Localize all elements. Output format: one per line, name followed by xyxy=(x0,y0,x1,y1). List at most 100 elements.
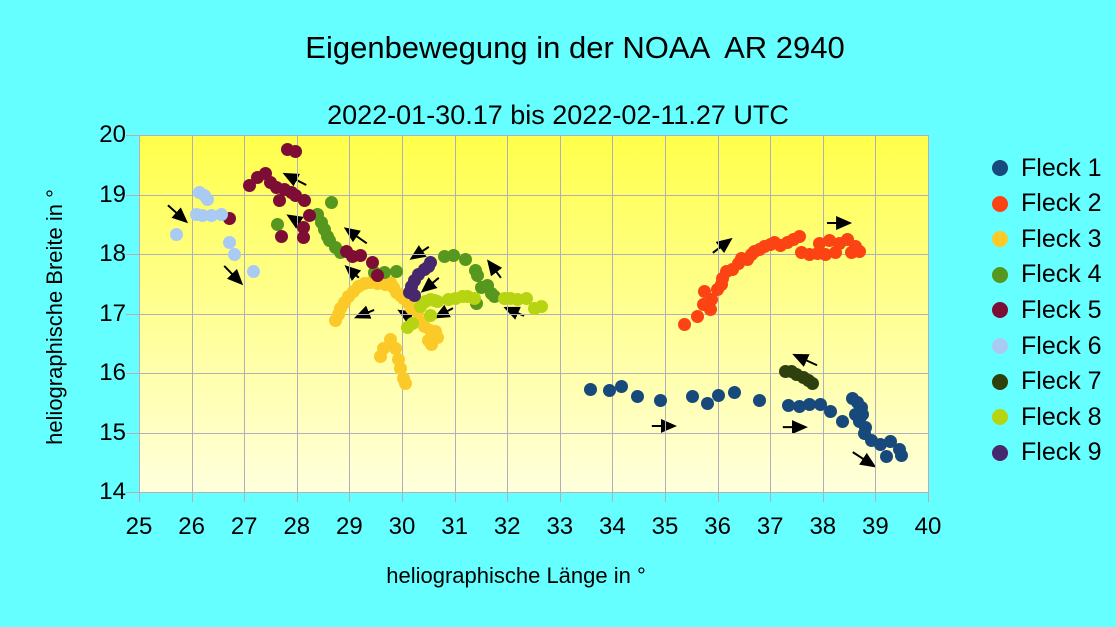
data-point-fleck-5 xyxy=(296,220,310,234)
y-tick-label: 14 xyxy=(99,478,126,505)
data-point-fleck-3 xyxy=(393,361,407,375)
y-gridline xyxy=(139,373,928,374)
x-tick-mark xyxy=(296,492,298,502)
legend-item-label: Fleck 2 xyxy=(1021,189,1102,218)
data-point-fleck-1 xyxy=(824,405,838,419)
data-point-fleck-1 xyxy=(727,386,741,400)
x-tick-mark xyxy=(139,492,140,502)
data-point-fleck-1 xyxy=(873,438,887,452)
data-point-fleck-5 xyxy=(365,256,379,270)
x-tick-label: 31 xyxy=(441,513,468,540)
y-tick-label: 15 xyxy=(99,418,126,446)
data-point-fleck-1 xyxy=(615,380,629,394)
data-point-fleck-5 xyxy=(298,193,312,207)
data-point-fleck-5 xyxy=(251,170,265,184)
x-axis-label: heliographische Länge in ° xyxy=(386,563,646,588)
x-tick-mark xyxy=(665,492,666,502)
data-point-fleck-4 xyxy=(325,196,339,210)
data-point-fleck-5 xyxy=(272,193,286,207)
y-tick-mark xyxy=(126,432,139,434)
legend-item-fleck-1: Fleck 1 xyxy=(992,152,1102,184)
x-tick-label: 33 xyxy=(546,513,574,540)
legend-item-label: Fleck 1 xyxy=(1021,153,1102,182)
legend-item-fleck-6: Fleck 6 xyxy=(992,330,1102,362)
data-point-fleck-5 xyxy=(289,144,303,158)
data-point-fleck-4 xyxy=(458,252,472,266)
x-tick-mark xyxy=(875,492,877,502)
x-tick-label: 28 xyxy=(283,513,311,540)
data-point-fleck-6 xyxy=(214,207,228,221)
data-point-fleck-1 xyxy=(602,384,616,398)
data-point-fleck-2 xyxy=(677,317,691,331)
data-point-fleck-5 xyxy=(275,229,289,243)
data-point-fleck-6 xyxy=(228,248,242,262)
data-point-fleck-2 xyxy=(691,309,705,323)
x-tick-mark xyxy=(612,492,614,502)
data-point-fleck-5 xyxy=(302,209,316,223)
data-point-fleck-1 xyxy=(792,399,806,413)
data-point-fleck-1 xyxy=(630,389,644,403)
data-point-fleck-1 xyxy=(880,449,894,463)
x-tick-label: 29 xyxy=(336,513,363,540)
legend-item-fleck-2: Fleck 2 xyxy=(992,188,1102,220)
x-tick-mark xyxy=(770,492,772,502)
legend-item-fleck-8: Fleck 8 xyxy=(992,401,1102,433)
data-point-fleck-2 xyxy=(705,293,719,307)
data-point-fleck-2 xyxy=(823,234,837,248)
y-tick-label: 20 xyxy=(99,121,126,148)
chart-subtitle: 2022-01-30.17 bis 2022-02-11.27 UTC xyxy=(327,100,789,130)
y-axis-label: heliographische Breite in ° xyxy=(42,189,67,445)
x-tick-mark xyxy=(244,492,246,502)
x-tick-mark xyxy=(454,492,456,502)
data-point-fleck-4 xyxy=(446,248,460,262)
legend-dot xyxy=(992,302,1008,319)
x-tick-mark xyxy=(349,492,351,502)
y-gridline xyxy=(139,432,928,434)
x-gridline xyxy=(928,135,929,492)
x-tick-label: 38 xyxy=(809,513,837,540)
data-point-fleck-1 xyxy=(686,390,700,404)
data-point-fleck-8 xyxy=(423,308,437,322)
legend-item-label: Fleck 9 xyxy=(1021,438,1102,467)
data-point-fleck-1 xyxy=(814,398,828,412)
data-point-fleck-2 xyxy=(818,247,832,261)
data-point-fleck-1 xyxy=(895,448,909,462)
legend-item-fleck-7: Fleck 7 xyxy=(992,366,1102,398)
data-point-fleck-8 xyxy=(467,291,481,305)
data-point-fleck-3 xyxy=(389,341,403,355)
legend-item-label: Fleck 7 xyxy=(1021,367,1102,396)
x-tick-mark xyxy=(507,492,509,502)
x-tick-mark xyxy=(717,492,719,502)
data-point-fleck-6 xyxy=(222,236,236,250)
x-tick-label: 27 xyxy=(230,513,258,540)
data-point-fleck-8 xyxy=(430,295,444,309)
y-tick-mark xyxy=(126,492,139,493)
data-point-fleck-4 xyxy=(487,289,501,303)
data-point-fleck-2 xyxy=(793,229,807,243)
legend-item-fleck-5: Fleck 5 xyxy=(992,294,1102,326)
legend-item-label: Fleck 4 xyxy=(1021,260,1102,289)
y-gridline xyxy=(139,194,928,196)
legend-dot xyxy=(992,373,1008,390)
y-gridline xyxy=(139,492,928,493)
data-point-fleck-1 xyxy=(712,388,726,402)
data-point-fleck-4 xyxy=(470,268,484,282)
y-tick-label: 16 xyxy=(99,359,126,386)
data-point-fleck-6 xyxy=(246,264,260,278)
legend-dot xyxy=(992,338,1008,354)
data-point-fleck-5 xyxy=(242,179,256,193)
data-point-fleck-8 xyxy=(519,291,533,305)
x-tick-mark xyxy=(559,492,561,502)
y-tick-label: 17 xyxy=(99,299,126,327)
legend-item-label: Fleck 8 xyxy=(1021,402,1102,431)
x-tick-label: 36 xyxy=(704,513,731,540)
legend-item-fleck-9: Fleck 9 xyxy=(992,437,1102,469)
legend-item-label: Fleck 3 xyxy=(1021,224,1102,253)
data-point-fleck-1 xyxy=(653,394,667,408)
y-gridline xyxy=(139,135,928,136)
y-tick-mark xyxy=(126,373,139,374)
x-tick-label: 30 xyxy=(388,513,416,540)
data-point-fleck-1 xyxy=(701,396,715,410)
x-tick-label: 32 xyxy=(493,513,521,540)
data-point-fleck-1 xyxy=(781,398,795,412)
